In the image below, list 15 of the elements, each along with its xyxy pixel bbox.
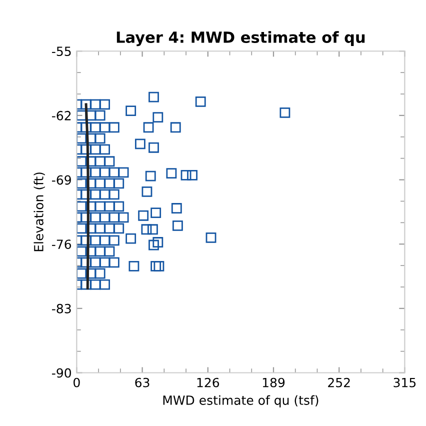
x-tick-label: 126 [197, 378, 220, 388]
y-tick-label: -55 [52, 46, 71, 56]
x-tick-label: 315 [394, 378, 416, 388]
x-tick-label: 0 [74, 378, 80, 388]
x-tick-label: 252 [328, 378, 350, 388]
x-axis-title: MWD estimate of qu (tsf) [163, 395, 318, 408]
chart-title: Layer 4: MWD estimate of qu [116, 31, 365, 46]
y-axis-title: Elevation (ft) [34, 172, 45, 252]
y-tick-label: -90 [52, 368, 71, 378]
x-tick-label: 189 [262, 378, 285, 388]
y-tick-label: -69 [52, 175, 71, 185]
y-tick-label: -83 [52, 304, 71, 314]
y-tick-label: -62 [52, 110, 71, 120]
x-tick-label: 63 [135, 378, 150, 388]
y-tick-label: -76 [52, 240, 72, 250]
